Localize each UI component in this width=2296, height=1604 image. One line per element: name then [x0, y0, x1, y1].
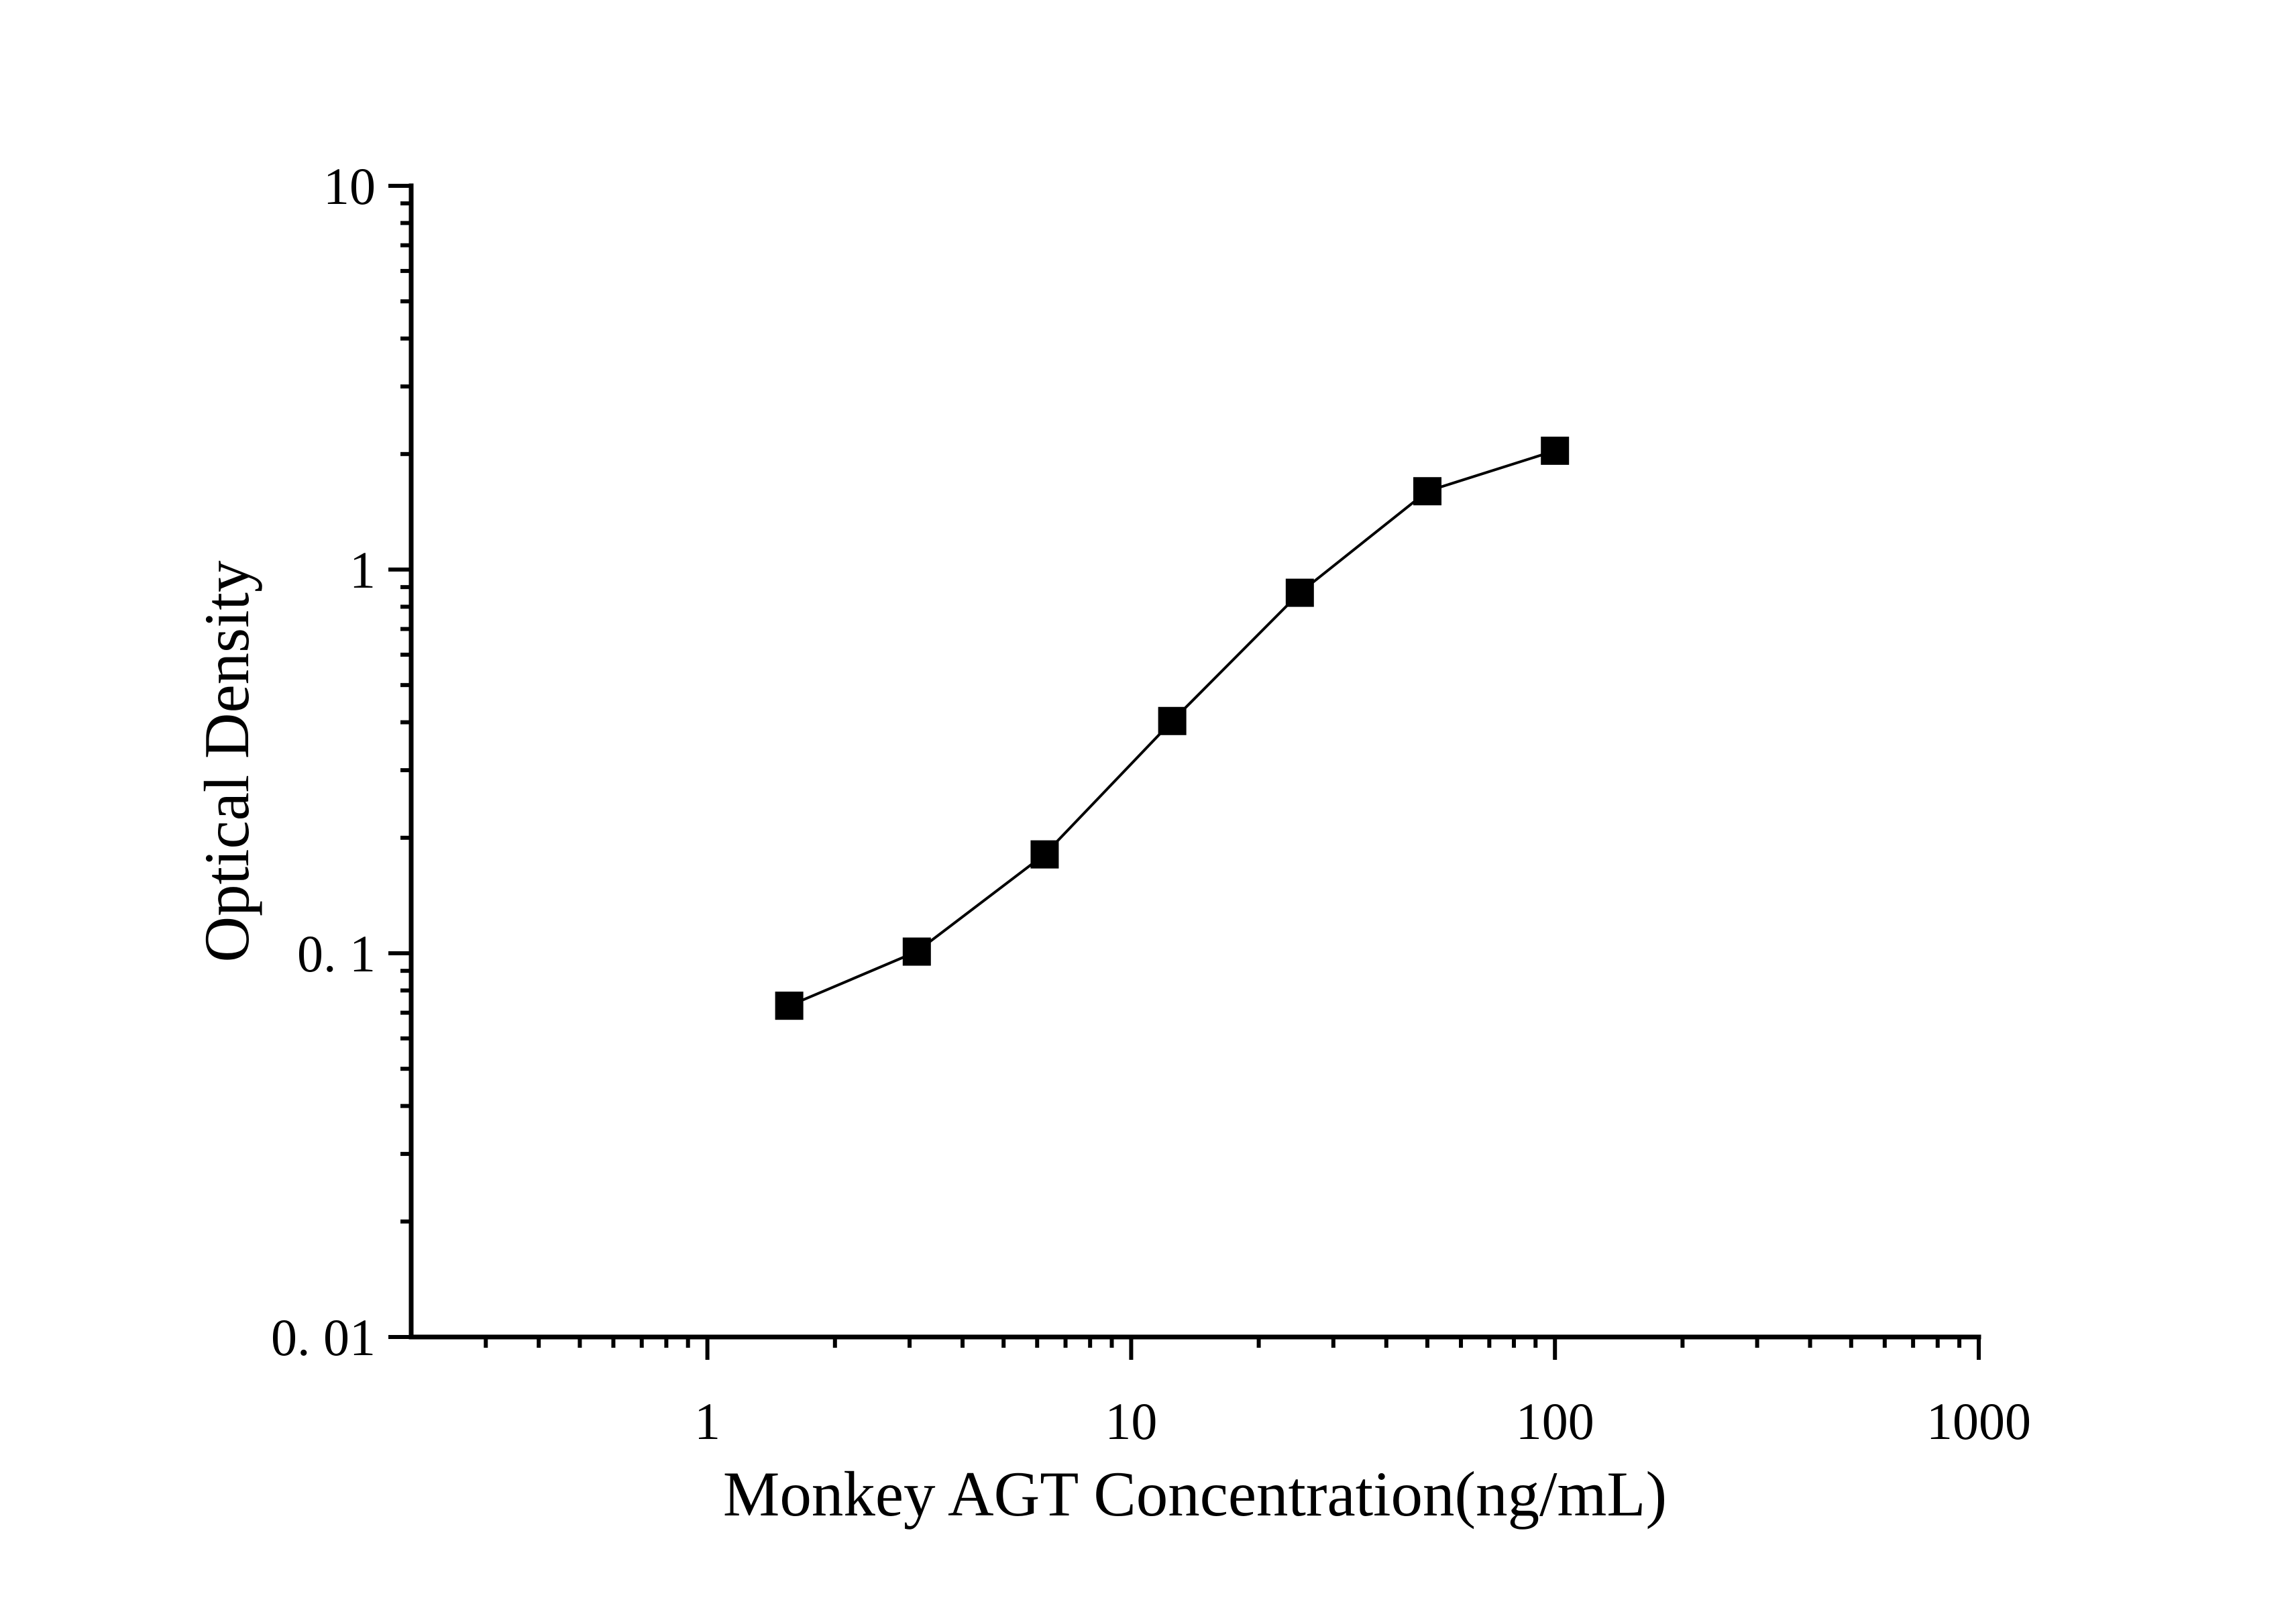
data-point-marker	[1158, 706, 1187, 735]
y-tick-label: 0. 1	[297, 924, 376, 983]
x-axis-title: Monkey AGT Concentration(ng/mL)	[722, 1458, 1668, 1530]
y-tick-label: 1	[349, 541, 376, 599]
y-tick-label: 0. 01	[271, 1308, 376, 1367]
y-tick-label: 10	[323, 157, 376, 215]
data-point-marker	[1030, 840, 1059, 869]
data-point-marker	[902, 937, 931, 966]
data-point-marker	[1285, 578, 1314, 607]
x-tick-label: 10	[1105, 1392, 1157, 1450]
x-tick-label: 1	[694, 1392, 720, 1450]
data-point-marker	[1541, 436, 1570, 465]
y-axis-title: Optical Density	[191, 560, 262, 963]
x-tick-label: 1000	[1926, 1392, 2031, 1450]
data-point-marker	[775, 992, 804, 1020]
x-tick-label: 100	[1516, 1392, 1594, 1450]
data-point-marker	[1413, 477, 1442, 506]
